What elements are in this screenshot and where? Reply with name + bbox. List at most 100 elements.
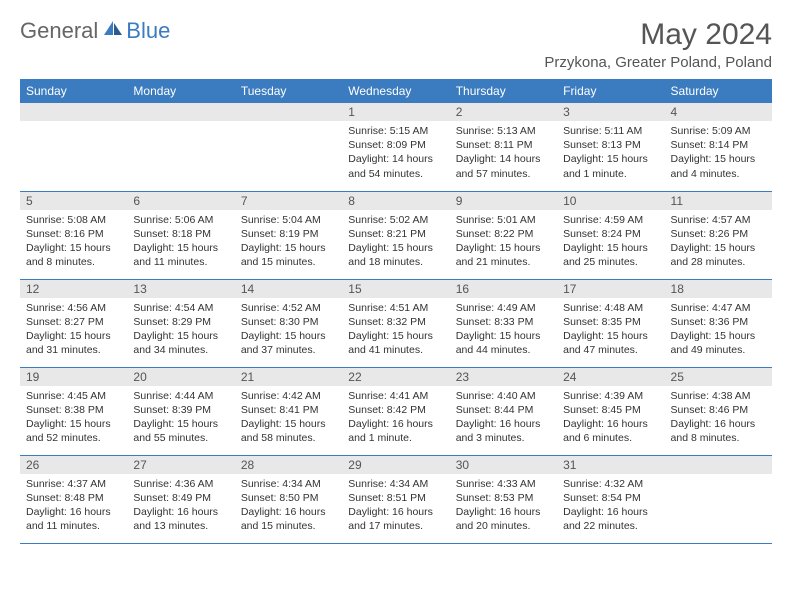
calendar-day-cell: 19Sunrise: 4:45 AMSunset: 8:38 PMDayligh… (20, 367, 127, 455)
weekday-header: Saturday (665, 79, 772, 103)
day-number: 16 (450, 280, 557, 298)
day-content: Sunrise: 4:41 AMSunset: 8:42 PMDaylight:… (342, 386, 449, 450)
weekday-header-row: SundayMondayTuesdayWednesdayThursdayFrid… (20, 79, 772, 103)
day-number: 13 (127, 280, 234, 298)
day-number: 29 (342, 456, 449, 474)
location: Przykona, Greater Poland, Poland (544, 54, 772, 71)
weekday-header: Sunday (20, 79, 127, 103)
day-number: 19 (20, 368, 127, 386)
logo: General Blue (20, 18, 170, 44)
header: General Blue May 2024 Przykona, Greater … (20, 18, 772, 71)
calendar-day-cell: 10Sunrise: 4:59 AMSunset: 8:24 PMDayligh… (557, 191, 664, 279)
day-content: Sunrise: 4:59 AMSunset: 8:24 PMDaylight:… (557, 210, 664, 274)
day-number: 31 (557, 456, 664, 474)
day-number: 6 (127, 192, 234, 210)
day-content: Sunrise: 5:02 AMSunset: 8:21 PMDaylight:… (342, 210, 449, 274)
day-number: 3 (557, 103, 664, 121)
calendar-day-cell: 29Sunrise: 4:34 AMSunset: 8:51 PMDayligh… (342, 455, 449, 543)
calendar-day-cell: 7Sunrise: 5:04 AMSunset: 8:19 PMDaylight… (235, 191, 342, 279)
day-content: Sunrise: 5:01 AMSunset: 8:22 PMDaylight:… (450, 210, 557, 274)
calendar-body: 1Sunrise: 5:15 AMSunset: 8:09 PMDaylight… (20, 103, 772, 543)
day-content: Sunrise: 4:34 AMSunset: 8:51 PMDaylight:… (342, 474, 449, 538)
weekday-header: Friday (557, 79, 664, 103)
day-number: 18 (665, 280, 772, 298)
calendar-day-cell: 6Sunrise: 5:06 AMSunset: 8:18 PMDaylight… (127, 191, 234, 279)
day-content: Sunrise: 5:04 AMSunset: 8:19 PMDaylight:… (235, 210, 342, 274)
weekday-header: Tuesday (235, 79, 342, 103)
calendar-day-cell: 21Sunrise: 4:42 AMSunset: 8:41 PMDayligh… (235, 367, 342, 455)
day-content: Sunrise: 4:42 AMSunset: 8:41 PMDaylight:… (235, 386, 342, 450)
day-content: Sunrise: 4:32 AMSunset: 8:54 PMDaylight:… (557, 474, 664, 538)
day-number: 27 (127, 456, 234, 474)
day-content: Sunrise: 4:44 AMSunset: 8:39 PMDaylight:… (127, 386, 234, 450)
calendar-day-cell: 12Sunrise: 4:56 AMSunset: 8:27 PMDayligh… (20, 279, 127, 367)
calendar-week-row: 19Sunrise: 4:45 AMSunset: 8:38 PMDayligh… (20, 367, 772, 455)
day-content: Sunrise: 4:45 AMSunset: 8:38 PMDaylight:… (20, 386, 127, 450)
weekday-header: Thursday (450, 79, 557, 103)
day-content: Sunrise: 4:40 AMSunset: 8:44 PMDaylight:… (450, 386, 557, 450)
calendar-day-cell: 18Sunrise: 4:47 AMSunset: 8:36 PMDayligh… (665, 279, 772, 367)
day-number: 24 (557, 368, 664, 386)
calendar-day-cell: 9Sunrise: 5:01 AMSunset: 8:22 PMDaylight… (450, 191, 557, 279)
day-content: Sunrise: 4:48 AMSunset: 8:35 PMDaylight:… (557, 298, 664, 362)
day-number: 2 (450, 103, 557, 121)
calendar-day-cell: 28Sunrise: 4:34 AMSunset: 8:50 PMDayligh… (235, 455, 342, 543)
day-content: Sunrise: 4:47 AMSunset: 8:36 PMDaylight:… (665, 298, 772, 362)
day-content: Sunrise: 4:39 AMSunset: 8:45 PMDaylight:… (557, 386, 664, 450)
day-number: 26 (20, 456, 127, 474)
day-number: 11 (665, 192, 772, 210)
month-title: May 2024 (544, 18, 772, 52)
day-number: 15 (342, 280, 449, 298)
calendar-day-cell: 25Sunrise: 4:38 AMSunset: 8:46 PMDayligh… (665, 367, 772, 455)
day-number: 20 (127, 368, 234, 386)
day-content: Sunrise: 4:51 AMSunset: 8:32 PMDaylight:… (342, 298, 449, 362)
day-content: Sunrise: 4:38 AMSunset: 8:46 PMDaylight:… (665, 386, 772, 450)
day-number: 21 (235, 368, 342, 386)
calendar-table: SundayMondayTuesdayWednesdayThursdayFrid… (20, 79, 772, 544)
title-block: May 2024 Przykona, Greater Poland, Polan… (544, 18, 772, 71)
day-content: Sunrise: 4:54 AMSunset: 8:29 PMDaylight:… (127, 298, 234, 362)
day-content: Sunrise: 5:08 AMSunset: 8:16 PMDaylight:… (20, 210, 127, 274)
calendar-day-cell: 16Sunrise: 4:49 AMSunset: 8:33 PMDayligh… (450, 279, 557, 367)
calendar-day-cell: 23Sunrise: 4:40 AMSunset: 8:44 PMDayligh… (450, 367, 557, 455)
calendar-day-cell: 30Sunrise: 4:33 AMSunset: 8:53 PMDayligh… (450, 455, 557, 543)
weekday-header: Wednesday (342, 79, 449, 103)
calendar-day-cell: 1Sunrise: 5:15 AMSunset: 8:09 PMDaylight… (342, 103, 449, 191)
calendar-week-row: 12Sunrise: 4:56 AMSunset: 8:27 PMDayligh… (20, 279, 772, 367)
calendar-day-cell: 8Sunrise: 5:02 AMSunset: 8:21 PMDaylight… (342, 191, 449, 279)
calendar-week-row: 26Sunrise: 4:37 AMSunset: 8:48 PMDayligh… (20, 455, 772, 543)
day-content: Sunrise: 5:06 AMSunset: 8:18 PMDaylight:… (127, 210, 234, 274)
calendar-day-cell: 26Sunrise: 4:37 AMSunset: 8:48 PMDayligh… (20, 455, 127, 543)
day-number: 8 (342, 192, 449, 210)
day-number: 17 (557, 280, 664, 298)
calendar-day-cell: 3Sunrise: 5:11 AMSunset: 8:13 PMDaylight… (557, 103, 664, 191)
calendar-day-cell: 17Sunrise: 4:48 AMSunset: 8:35 PMDayligh… (557, 279, 664, 367)
logo-text-general: General (20, 18, 98, 44)
day-content: Sunrise: 4:34 AMSunset: 8:50 PMDaylight:… (235, 474, 342, 538)
day-number: 12 (20, 280, 127, 298)
calendar-day-cell: 13Sunrise: 4:54 AMSunset: 8:29 PMDayligh… (127, 279, 234, 367)
calendar-day-cell: 2Sunrise: 5:13 AMSunset: 8:11 PMDaylight… (450, 103, 557, 191)
day-number: 23 (450, 368, 557, 386)
day-content: Sunrise: 5:11 AMSunset: 8:13 PMDaylight:… (557, 121, 664, 185)
calendar-day-cell: 4Sunrise: 5:09 AMSunset: 8:14 PMDaylight… (665, 103, 772, 191)
day-content: Sunrise: 4:56 AMSunset: 8:27 PMDaylight:… (20, 298, 127, 362)
calendar-day-cell: 5Sunrise: 5:08 AMSunset: 8:16 PMDaylight… (20, 191, 127, 279)
day-number: 28 (235, 456, 342, 474)
day-number: 1 (342, 103, 449, 121)
day-number: 9 (450, 192, 557, 210)
calendar-day-cell (665, 455, 772, 543)
day-content: Sunrise: 5:15 AMSunset: 8:09 PMDaylight:… (342, 121, 449, 185)
weekday-header: Monday (127, 79, 234, 103)
day-number: 10 (557, 192, 664, 210)
calendar-day-cell: 20Sunrise: 4:44 AMSunset: 8:39 PMDayligh… (127, 367, 234, 455)
day-number: 14 (235, 280, 342, 298)
day-number: 22 (342, 368, 449, 386)
day-number: 5 (20, 192, 127, 210)
calendar-day-cell (127, 103, 234, 191)
day-content: Sunrise: 4:37 AMSunset: 8:48 PMDaylight:… (20, 474, 127, 538)
day-content: Sunrise: 4:57 AMSunset: 8:26 PMDaylight:… (665, 210, 772, 274)
logo-text-blue: Blue (126, 18, 170, 44)
calendar-day-cell: 31Sunrise: 4:32 AMSunset: 8:54 PMDayligh… (557, 455, 664, 543)
calendar-day-cell: 15Sunrise: 4:51 AMSunset: 8:32 PMDayligh… (342, 279, 449, 367)
